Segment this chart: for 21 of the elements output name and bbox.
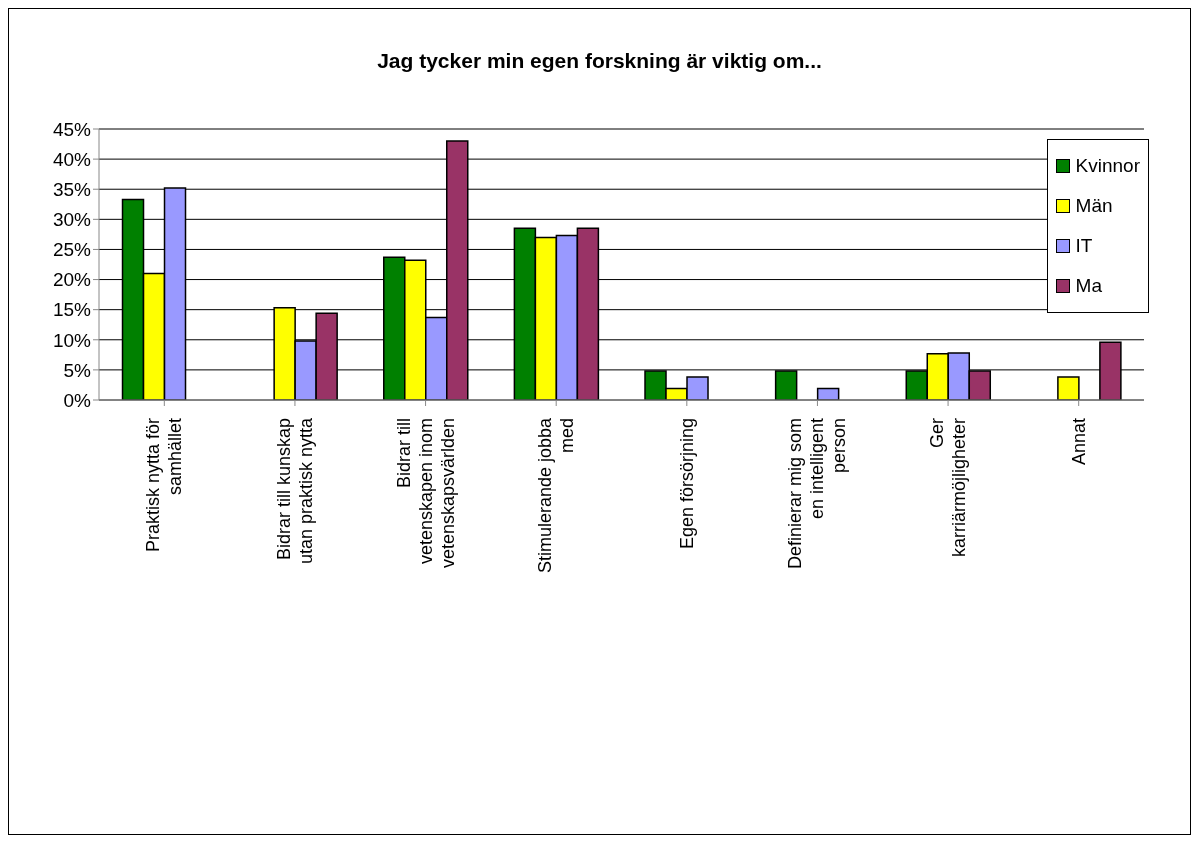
bar <box>1057 376 1080 400</box>
chart-title: Jag tycker min egen forskning är viktig om... <box>376 49 823 73</box>
x-tick-label: Stimulerande jobba med <box>535 417 578 574</box>
y-tick-label: 0% <box>63 389 92 411</box>
y-tick-label: 10% <box>52 329 92 351</box>
y-tick-label: 20% <box>52 269 92 291</box>
y-tick-label: 45% <box>52 118 92 140</box>
y-tick-label: 5% <box>63 359 92 381</box>
legend-label: Ma <box>1075 275 1102 297</box>
y-tick-label: 25% <box>52 239 92 261</box>
x-tick-label: Egen försörjning <box>676 418 697 550</box>
legend-label: IT <box>1075 235 1093 257</box>
y-tick-label: 40% <box>52 148 92 170</box>
legend-label: Kvinnor <box>1075 155 1140 177</box>
x-tick-label: Annat <box>1068 418 1089 466</box>
y-tick-label: 30% <box>52 209 92 231</box>
y-tick-label: 15% <box>52 299 92 321</box>
legend-label: Män <box>1075 195 1113 217</box>
x-tick-label: Definierar mig som en intelligent person <box>785 418 850 570</box>
y-tick-label: 35% <box>52 178 92 200</box>
x-tick-label: Praktisk nytta för samhället <box>143 418 186 553</box>
